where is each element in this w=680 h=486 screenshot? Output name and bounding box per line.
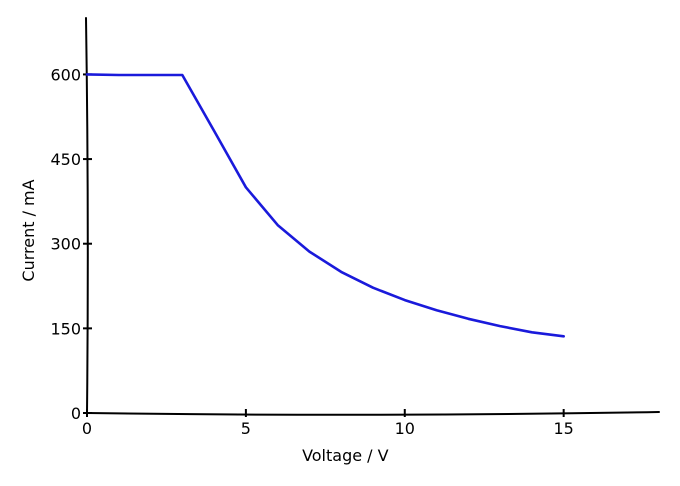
y-axis-title: Current / mA xyxy=(19,179,38,281)
y-tick-label: 150 xyxy=(50,319,81,338)
series-line xyxy=(85,73,566,338)
axes xyxy=(85,17,660,416)
y-tick-label: 0 xyxy=(71,404,81,423)
x-axis-title: Voltage / V xyxy=(302,446,389,465)
x-axis-line xyxy=(86,411,660,416)
x-tick-label: 0 xyxy=(82,419,92,438)
y-axis-line xyxy=(85,17,89,414)
plot-area xyxy=(85,73,566,338)
y-tick-label: 600 xyxy=(50,65,81,84)
y-tick-label: 300 xyxy=(50,235,81,254)
x-tick-label: 15 xyxy=(553,419,573,438)
y-tick-label: 450 xyxy=(50,150,81,169)
x-tick-label: 10 xyxy=(395,419,415,438)
x-tick-label: 5 xyxy=(241,419,251,438)
